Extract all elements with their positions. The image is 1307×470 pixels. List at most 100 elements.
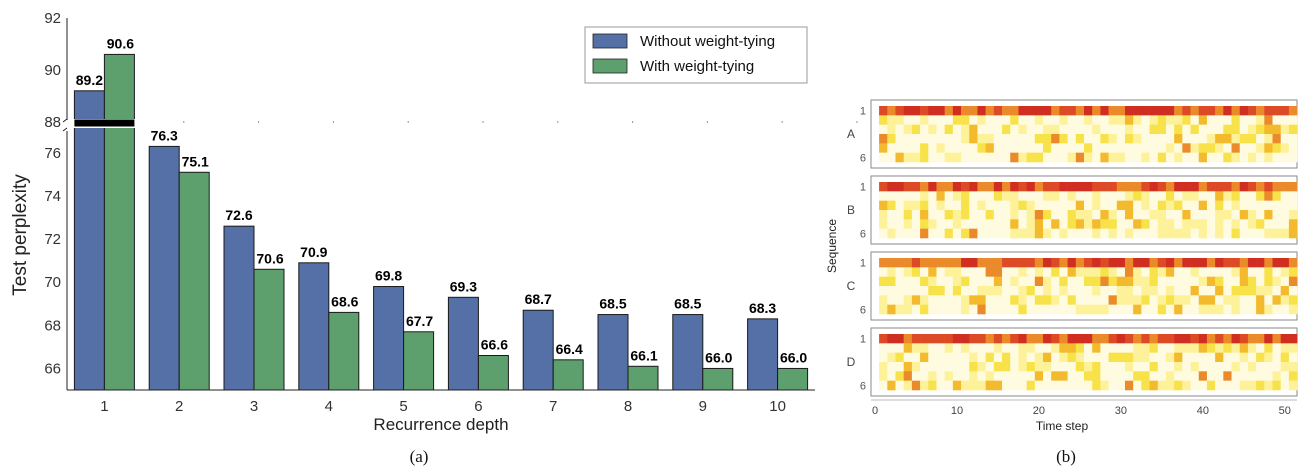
heatmap-cell xyxy=(961,371,970,381)
heatmap-cell xyxy=(1100,295,1109,305)
heatmap-cell xyxy=(1092,362,1101,372)
heatmap-cell xyxy=(993,115,1003,125)
y-tick-label: 90 xyxy=(44,62,61,79)
heatmap-cell xyxy=(1026,219,1036,229)
heatmap-cell xyxy=(1010,152,1019,163)
heatmap-cell xyxy=(1059,276,1068,287)
heatmap-cell xyxy=(969,304,978,315)
heatmap-cell xyxy=(1067,334,1077,344)
heatmap-cell xyxy=(1075,286,1085,296)
heatmap-cell xyxy=(1059,134,1068,144)
heatmap-cell xyxy=(977,362,986,372)
heatmap-cell xyxy=(1198,304,1208,315)
heatmap-cell xyxy=(1067,124,1077,135)
heatmap-cell xyxy=(952,362,962,372)
heatmap-cell xyxy=(1272,276,1282,287)
heatmap-cell xyxy=(887,228,896,239)
heatmap-cell xyxy=(928,352,937,363)
heatmap-cell xyxy=(1149,134,1159,144)
heatmap-cell xyxy=(1034,134,1044,144)
heatmap-cell xyxy=(1182,115,1191,125)
heatmap-cell xyxy=(1215,210,1224,220)
heatmap-cell xyxy=(1141,334,1150,344)
heatmap-cell xyxy=(1116,200,1126,211)
heatmap-cell xyxy=(1034,267,1044,277)
heatmap-cell xyxy=(1100,304,1109,315)
heatmap-cell xyxy=(985,152,995,163)
heatmap-cell xyxy=(961,124,970,135)
heatmap-cell xyxy=(1043,343,1052,353)
heatmap-cell xyxy=(961,304,970,315)
heatmap-cell xyxy=(1059,210,1068,220)
heatmap-cell xyxy=(944,152,954,163)
heatmap-cell xyxy=(1182,200,1191,211)
heatmap-cell xyxy=(969,334,978,344)
heatmap-panel-label: B xyxy=(847,203,855,217)
heatmap-cell xyxy=(1288,352,1298,363)
heatmap-cell xyxy=(1018,371,1027,381)
heatmap-cell xyxy=(952,343,962,353)
heatmap-cell xyxy=(895,380,904,391)
heatmap-cell xyxy=(1198,106,1208,116)
heatmap-cell xyxy=(1206,210,1216,220)
heatmap-cell xyxy=(993,276,1003,287)
heatmap-cell xyxy=(928,152,937,163)
heatmap-cell xyxy=(1002,352,1011,363)
heatmap-cell xyxy=(1034,295,1044,305)
legend-swatch-without-weight-tying xyxy=(592,33,628,49)
heatmap-cell xyxy=(1174,295,1183,305)
heatmap-cell xyxy=(1116,276,1126,287)
heatmap-cell xyxy=(944,106,954,116)
heatmap-cell xyxy=(1165,343,1175,353)
heatmap-cell xyxy=(1174,200,1183,211)
heatmap-cell xyxy=(1034,371,1044,381)
heatmap-cell xyxy=(1026,152,1036,163)
heatmap-cell xyxy=(920,134,929,144)
heatmap-cell xyxy=(887,134,896,144)
heatmap-cell xyxy=(1206,371,1216,381)
heatmap-cell xyxy=(1100,286,1109,296)
heatmap-cell xyxy=(1264,210,1273,220)
heatmap-cell xyxy=(1059,200,1068,211)
heatmap-cell xyxy=(1034,182,1044,192)
heatmap-cell xyxy=(993,267,1003,277)
heatmap-cell xyxy=(928,191,937,201)
heatmap-cell xyxy=(1239,134,1249,144)
heatmap-cell xyxy=(1223,182,1232,192)
heatmap-cell xyxy=(1026,124,1036,135)
heatmap-cell xyxy=(1165,124,1175,135)
heatmap-cell xyxy=(895,371,904,381)
heatmap-cell xyxy=(952,115,962,125)
heatmap-cell xyxy=(1215,304,1224,315)
heatmap-cell xyxy=(895,124,904,135)
heatmap-cell xyxy=(1108,276,1118,287)
heatmap-cell xyxy=(887,152,896,163)
heatmap-cell xyxy=(1084,115,1093,125)
heatmap-cell xyxy=(1239,200,1249,211)
heatmap-cell xyxy=(1190,124,1200,135)
heatmap-x-axis-label: Time step xyxy=(1036,419,1089,433)
heatmap-cell xyxy=(1133,152,1142,163)
legend: Without weight-tying With weight-tying xyxy=(584,26,808,84)
heatmap-cell xyxy=(928,343,937,353)
heatmap-cell xyxy=(1092,334,1101,344)
heatmap-cell xyxy=(1084,124,1093,135)
heatmap-cell xyxy=(1059,371,1068,381)
heatmap-cell xyxy=(879,334,888,344)
heatmap-cell xyxy=(920,106,929,116)
heatmap-cell xyxy=(1280,134,1290,144)
heatmap-cell xyxy=(944,276,954,287)
heatmap-cell xyxy=(1108,182,1118,192)
heatmap-cell xyxy=(1215,334,1224,344)
heatmap-cell xyxy=(1231,134,1241,144)
heatmap-cell xyxy=(1182,380,1191,391)
heatmap-cell xyxy=(961,267,970,277)
heatmap-cell xyxy=(1198,380,1208,391)
heatmap-cell xyxy=(1190,258,1200,268)
heatmap-cell xyxy=(911,106,921,116)
break-dot xyxy=(781,121,783,123)
heatmap-cell xyxy=(952,200,962,211)
heatmap-cell xyxy=(1198,295,1208,305)
heatmap-cell xyxy=(1264,276,1273,287)
heatmap-cell xyxy=(936,258,945,268)
